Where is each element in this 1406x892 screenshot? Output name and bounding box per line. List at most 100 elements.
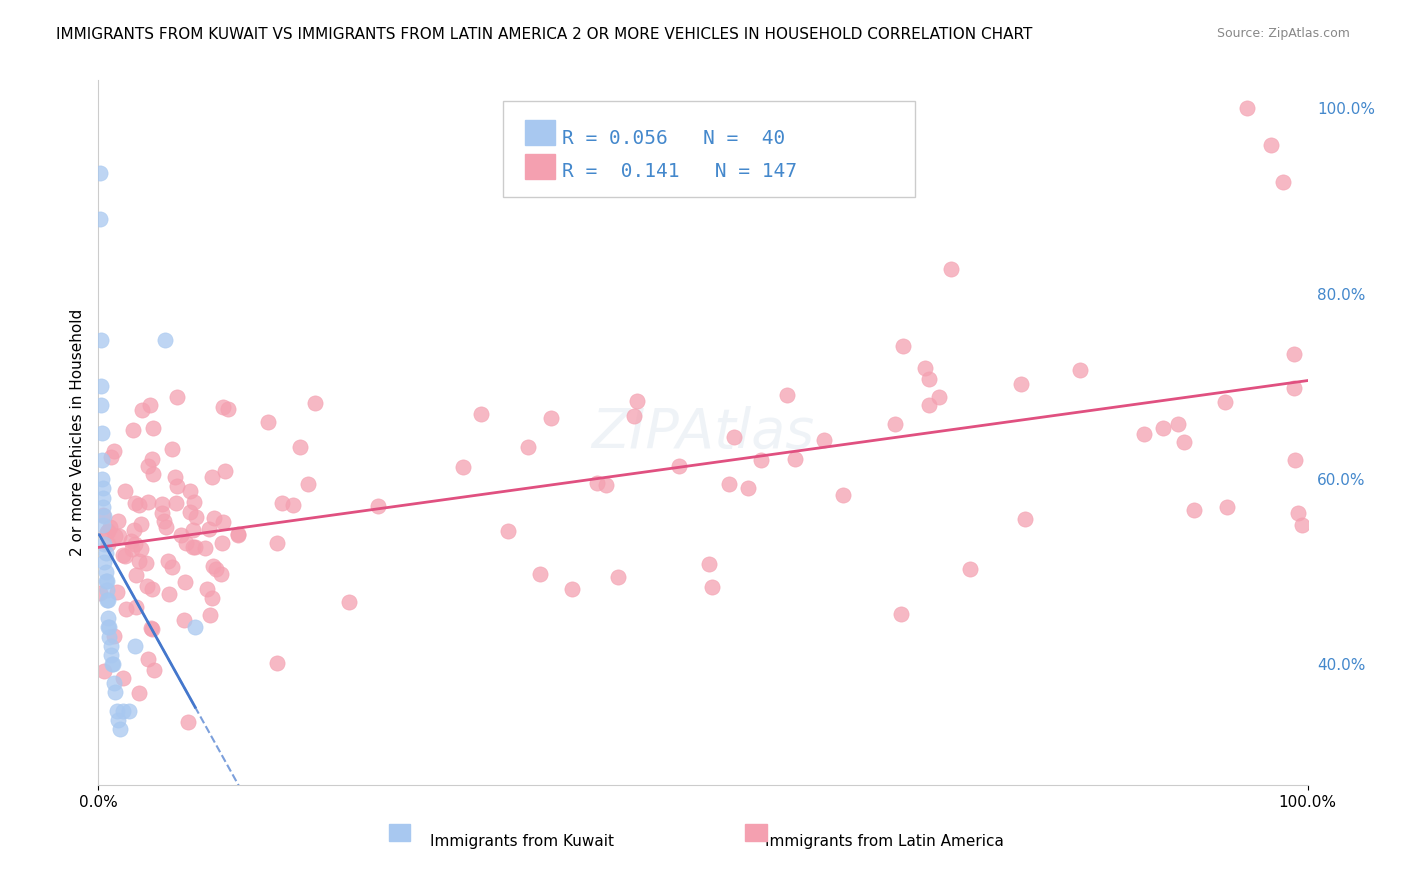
Point	[783, 452, 806, 467]
Point	[184, 540, 207, 554]
Point	[142, 467, 165, 481]
Text: Immigrants from Kuwait: Immigrants from Kuwait	[430, 834, 613, 849]
Point	[179, 505, 201, 519]
Point	[266, 656, 288, 670]
Point	[884, 417, 907, 431]
Point	[94, 565, 117, 579]
Point	[256, 415, 278, 429]
Point	[1152, 421, 1174, 435]
Point	[173, 613, 195, 627]
Point	[97, 524, 120, 539]
Point	[89, 212, 111, 227]
Point	[1014, 512, 1036, 526]
Point	[122, 423, 145, 437]
Point	[142, 421, 165, 435]
Point	[93, 664, 115, 678]
Point	[918, 398, 941, 412]
Point	[100, 657, 122, 672]
Point	[98, 630, 121, 644]
Point	[112, 548, 135, 562]
Point	[1213, 395, 1236, 409]
Point	[607, 569, 630, 583]
Point	[226, 526, 249, 541]
Point	[124, 567, 146, 582]
Point	[918, 372, 941, 386]
Point	[181, 541, 204, 555]
Point	[103, 629, 125, 643]
Point	[1173, 435, 1195, 450]
Point	[939, 261, 962, 276]
Text: Immigrants from Latin America: Immigrants from Latin America	[765, 834, 1004, 849]
Point	[281, 498, 304, 512]
Point	[1282, 381, 1305, 395]
Point	[1236, 101, 1258, 115]
Text: IMMIGRANTS FROM KUWAIT VS IMMIGRANTS FROM LATIN AMERICA 2 OR MORE VEHICLES IN HO: IMMIGRANTS FROM KUWAIT VS IMMIGRANTS FRO…	[56, 27, 1032, 42]
Point	[337, 595, 360, 609]
Point	[1133, 427, 1156, 442]
Point	[914, 360, 936, 375]
Point	[1286, 506, 1309, 520]
Point	[1272, 175, 1295, 189]
Point	[131, 402, 153, 417]
Point	[107, 713, 129, 727]
Point	[498, 524, 520, 538]
Point	[470, 407, 492, 421]
Point	[891, 339, 914, 353]
Point	[91, 472, 114, 486]
Point	[297, 476, 319, 491]
Point	[174, 536, 197, 550]
Point	[97, 620, 120, 634]
Point	[128, 686, 150, 700]
Point	[97, 592, 120, 607]
Point	[94, 546, 117, 560]
Point	[98, 620, 121, 634]
Bar	[526, 154, 555, 179]
Bar	[745, 823, 768, 841]
Point	[184, 620, 207, 634]
Point	[150, 506, 173, 520]
Point	[160, 442, 183, 457]
Point	[214, 465, 236, 479]
Point	[174, 574, 197, 589]
Point	[194, 541, 217, 555]
Point	[150, 497, 173, 511]
Point	[96, 524, 118, 539]
Point	[107, 514, 129, 528]
Point	[226, 528, 249, 542]
Point	[1167, 417, 1189, 431]
Point	[96, 583, 118, 598]
Point	[90, 379, 112, 393]
Point	[122, 523, 145, 537]
Point	[177, 714, 200, 729]
Point	[139, 621, 162, 635]
Point	[540, 411, 562, 425]
Point	[304, 396, 326, 410]
Point	[96, 592, 118, 607]
Text: Source: ZipAtlas.com: Source: ZipAtlas.com	[1216, 27, 1350, 40]
Point	[201, 591, 224, 605]
Point	[1216, 500, 1239, 514]
Point	[212, 400, 235, 414]
Y-axis label: 2 or more Vehicles in Household: 2 or more Vehicles in Household	[69, 309, 84, 557]
Point	[737, 482, 759, 496]
Point	[201, 470, 224, 484]
Point	[453, 459, 475, 474]
Point	[209, 567, 232, 582]
Point	[205, 562, 228, 576]
Point	[115, 601, 138, 615]
Point	[813, 433, 835, 447]
Text: R = 0.056   N =  40: R = 0.056 N = 40	[561, 128, 785, 147]
Point	[163, 469, 186, 483]
Point	[831, 488, 853, 502]
Point	[136, 652, 159, 666]
Point	[169, 527, 191, 541]
Point	[105, 585, 128, 599]
Point	[129, 542, 152, 557]
Point	[198, 522, 221, 536]
Point	[97, 537, 120, 551]
Point	[136, 458, 159, 473]
Point	[195, 582, 218, 596]
Point	[129, 516, 152, 531]
Point	[959, 562, 981, 576]
Point	[166, 390, 188, 404]
